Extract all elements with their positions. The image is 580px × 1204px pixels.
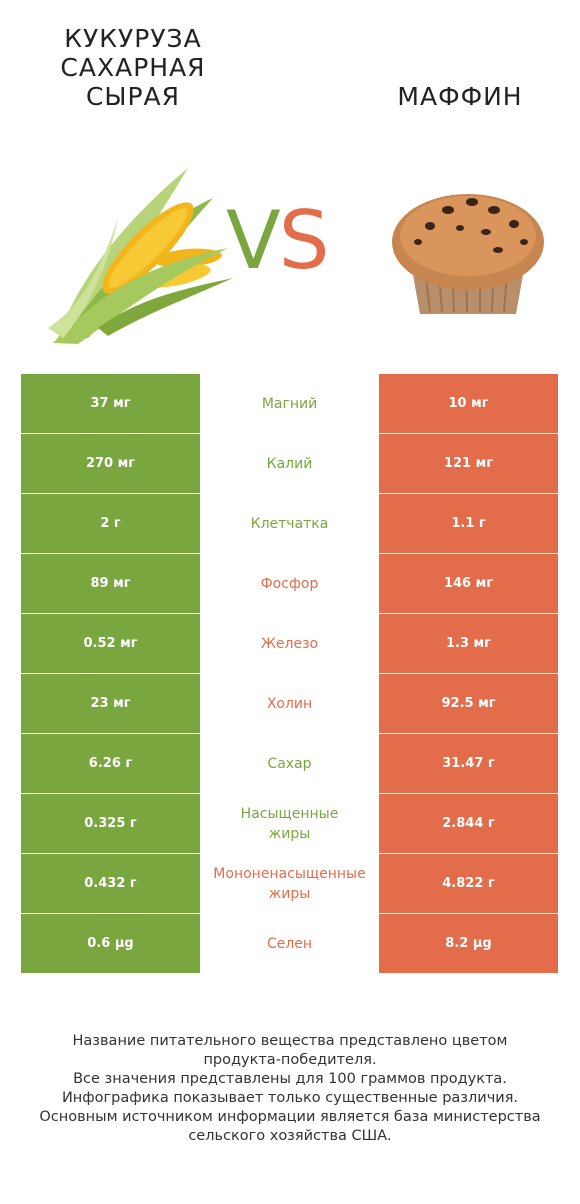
corn-image — [48, 168, 233, 344]
table-row: 0.432 г Мононенасыщенные жиры 4.822 г — [21, 854, 558, 914]
table-row: 0.325 г Насыщенные жиры 2.844 г — [21, 794, 558, 854]
left-value: 37 мг — [21, 374, 200, 433]
nutrient-name: Насыщенные жиры — [200, 794, 379, 853]
left-value: 2 г — [21, 494, 200, 553]
table-row: 0.52 мг Железо 1.3 мг — [21, 614, 558, 674]
nutrient-name: Холин — [200, 674, 379, 733]
vs-s-letter: S — [278, 194, 330, 287]
right-value: 8.2 µg — [379, 914, 558, 973]
left-value: 270 мг — [21, 434, 200, 493]
left-value: 0.52 мг — [21, 614, 200, 673]
nutrient-name: Сахар — [200, 734, 379, 793]
right-value: 10 мг — [379, 374, 558, 433]
nutrient-name: Мононенасыщенные жиры — [200, 854, 379, 913]
vs-v-letter: V — [226, 194, 281, 287]
left-value: 0.325 г — [21, 794, 200, 853]
nutrient-name: Магний — [200, 374, 379, 433]
right-value: 92.5 мг — [379, 674, 558, 733]
table-row: 270 мг Калий 121 мг — [21, 434, 558, 494]
table-row: 0.6 µg Селен 8.2 µg — [21, 914, 558, 974]
nutrient-name: Фосфор — [200, 554, 379, 613]
vs-label: VS — [226, 194, 330, 287]
nutrient-name: Селен — [200, 914, 379, 973]
right-value: 1.3 мг — [379, 614, 558, 673]
right-value: 1.1 г — [379, 494, 558, 553]
table-row: 89 мг Фосфор 146 мг — [21, 554, 558, 614]
right-value: 4.822 г — [379, 854, 558, 913]
right-product-title: МАФФИН — [397, 82, 523, 111]
right-value: 121 мг — [379, 434, 558, 493]
table-row: 23 мг Холин 92.5 мг — [21, 674, 558, 734]
comparison-table: 37 мг Магний 10 мг 270 мг Калий 121 мг 2 г Клет… — [21, 374, 558, 974]
left-value: 89 мг — [21, 554, 200, 613]
nutrient-name: Калий — [200, 434, 379, 493]
left-value: 0.6 µg — [21, 914, 200, 973]
nutrient-name: Железо — [200, 614, 379, 673]
muffin-image — [392, 194, 544, 314]
left-product-title: КУКУРУЗА САХАРНАЯ СЫРАЯ — [60, 24, 206, 111]
table-row: 6.26 г Сахар 31.47 г — [21, 734, 558, 794]
left-value: 6.26 г — [21, 734, 200, 793]
right-value: 31.47 г — [379, 734, 558, 793]
table-row: 2 г Клетчатка 1.1 г — [21, 494, 558, 554]
table-row: 37 мг Магний 10 мг — [21, 374, 558, 434]
left-value: 23 мг — [21, 674, 200, 733]
right-value: 2.844 г — [379, 794, 558, 853]
footer-note: Название питательного вещества представл… — [39, 1033, 541, 1144]
nutrient-name: Клетчатка — [200, 494, 379, 553]
right-value: 146 мг — [379, 554, 558, 613]
left-value: 0.432 г — [21, 854, 200, 913]
